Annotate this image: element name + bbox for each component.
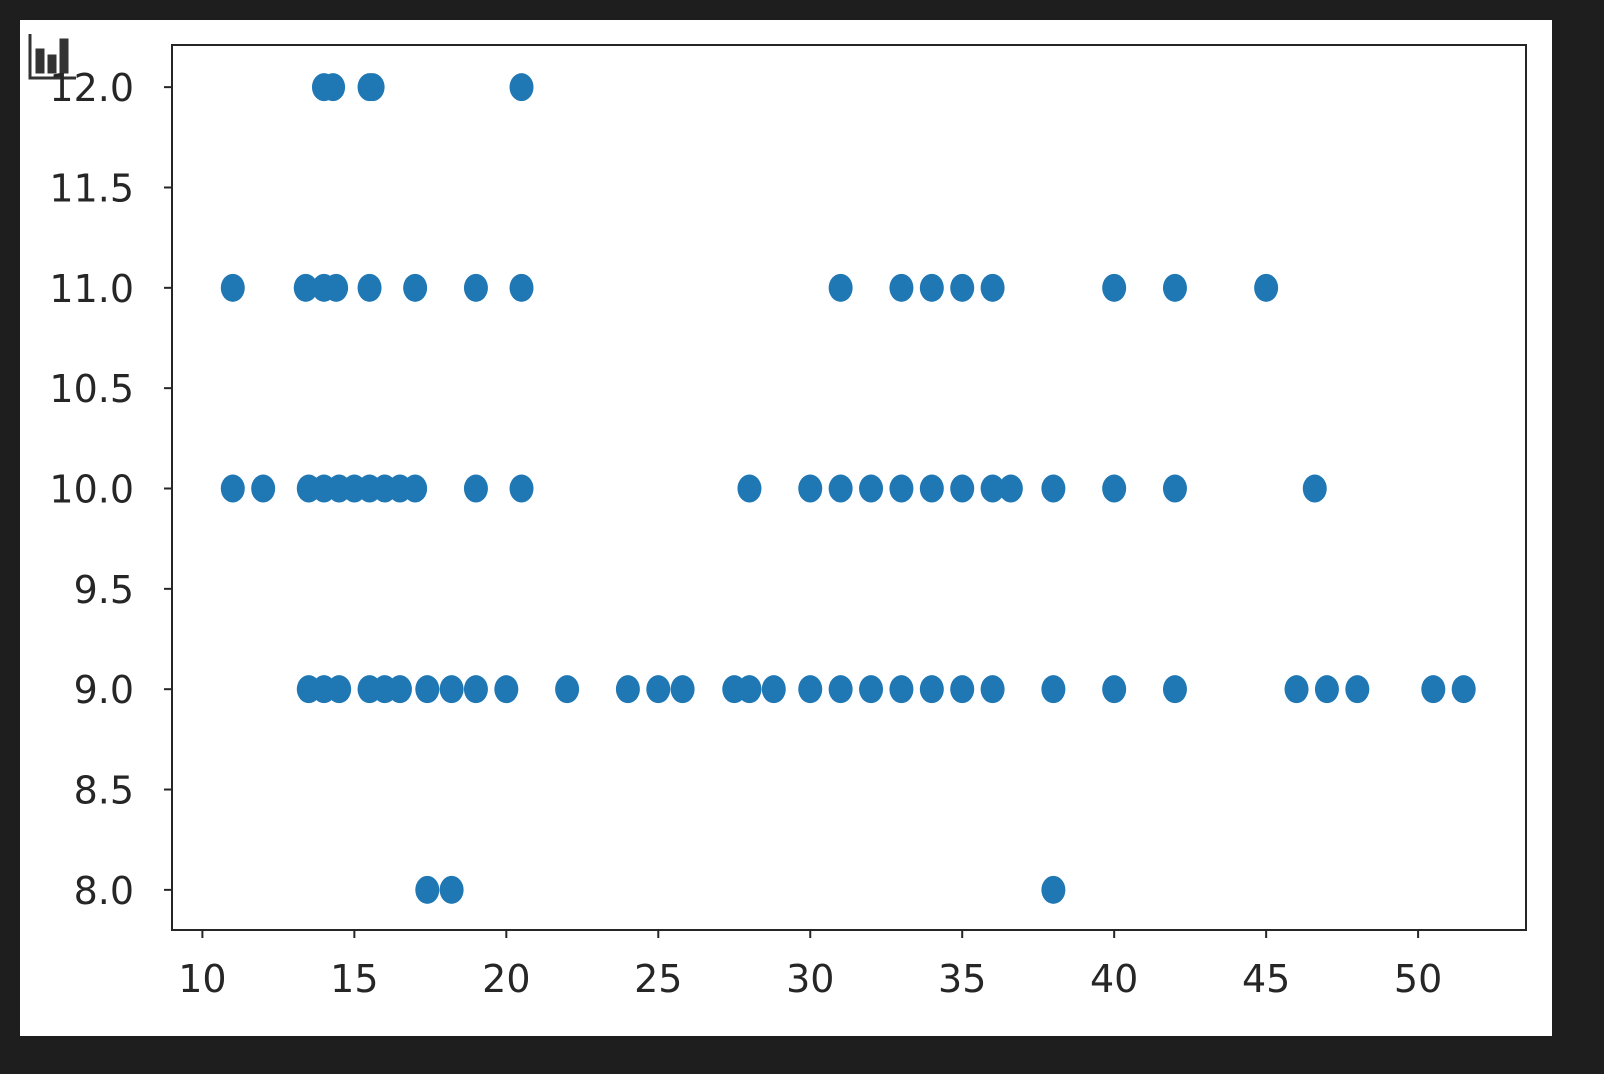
y-tick-label: 11.5 [49,166,134,210]
scatter-point [327,675,352,704]
scatter-point [615,675,640,704]
scatter-point [403,474,428,503]
figure-background [20,20,1552,1036]
scatter-point [889,675,914,704]
scatter-point [220,273,245,302]
scatter-point [828,474,853,503]
y-tick-label: 12.0 [49,66,134,110]
scatter-point [950,474,975,503]
scatter-point [828,675,853,704]
scatter-point [980,675,1005,704]
scatter-point [360,73,385,102]
scatter-point [919,273,944,302]
scatter-point [415,675,440,704]
scatter-point [670,675,695,704]
scatter-point [1041,675,1066,704]
x-tick-label: 20 [482,957,530,1001]
y-tick-label: 9.5 [74,568,134,612]
x-tick-label: 45 [1242,957,1290,1001]
scatter-point [1041,875,1066,904]
x-tick-label: 15 [330,957,378,1001]
scatter-point [1102,474,1127,503]
scatter-point [828,273,853,302]
scatter-point [1041,474,1066,503]
scatter-point [1162,474,1187,503]
scatter-point [1451,675,1476,704]
scatter-point [737,675,762,704]
x-tick-label: 25 [634,957,682,1001]
y-tick-label: 9.0 [74,668,134,712]
scatter-point [761,675,786,704]
scatter-point [509,474,534,503]
scatter-point [950,675,975,704]
scatter-point [439,675,464,704]
scatter-point [859,474,884,503]
y-tick-label: 10.0 [49,468,134,512]
scatter-point [798,675,823,704]
bar-chart-icon[interactable] [28,34,76,80]
scatter-point [1314,675,1339,704]
scatter-point [798,474,823,503]
scatter-point [1345,675,1370,704]
scatter-point [980,474,1005,503]
y-tick-label: 8.0 [74,869,134,913]
scatter-point [1254,273,1279,302]
y-tick-label: 8.5 [74,769,134,813]
scatter-point [357,273,382,302]
scatter-point [1302,474,1327,503]
scatter-point [919,474,944,503]
scatter-point [463,474,488,503]
scatter-point [415,875,440,904]
scatter-point [403,273,428,302]
scatter-point [889,474,914,503]
y-tick-label: 10.5 [49,367,134,411]
scatter-point [555,675,580,704]
scatter-point [1162,675,1187,704]
scatter-point [889,273,914,302]
x-tick-label: 40 [1090,957,1138,1001]
scatter-point [439,875,464,904]
x-tick-label: 30 [786,957,834,1001]
scatter-point [220,474,245,503]
scatter-point [251,474,276,503]
scatter-point [509,73,534,102]
scatter-point [646,675,671,704]
y-tick-label: 11.0 [49,267,134,311]
scatter-point [509,273,534,302]
scatter-point [859,675,884,704]
scatter-point [1284,675,1309,704]
scatter-point [1102,675,1127,704]
x-tick-label: 35 [938,957,986,1001]
scatter-point [321,73,346,102]
scatter-point [293,273,318,302]
scatter-point [919,675,944,704]
scatter-point [1162,273,1187,302]
scatter-point [387,675,412,704]
scatter-point [998,474,1023,503]
scatter-point [1421,675,1446,704]
scatter-point [950,273,975,302]
scatter-point [494,675,519,704]
scatter-point [980,273,1005,302]
plot-frame [171,44,1527,931]
x-tick-label: 50 [1394,957,1442,1001]
scatter-point [737,474,762,503]
scatter-point [1102,273,1127,302]
scatter-point [463,675,488,704]
scatter-point [324,273,349,302]
scatter-point [463,273,488,302]
x-tick-label: 10 [178,957,226,1001]
